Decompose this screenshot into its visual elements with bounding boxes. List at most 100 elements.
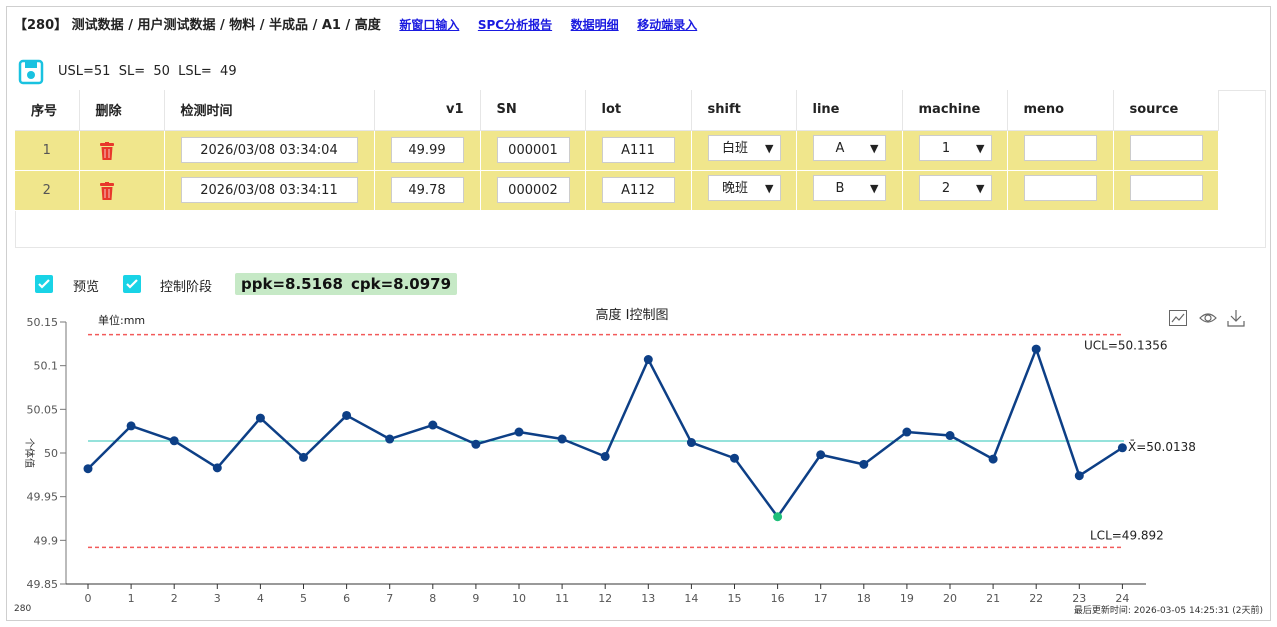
meno-input[interactable]: [1023, 175, 1097, 201]
check-icon: [126, 279, 138, 289]
source-cell: [1113, 170, 1219, 211]
shift-value: 白班: [721, 141, 748, 156]
meno-cell: [1007, 130, 1114, 171]
data-point: [816, 450, 826, 460]
machine-cell: 1 ▼: [902, 130, 1008, 171]
y-tick-label: 50.1: [34, 360, 59, 373]
x-tick-label: 15: [728, 592, 742, 605]
source-cell: [1113, 130, 1219, 171]
header-time: 检测时间: [164, 90, 375, 131]
source-input[interactable]: [1129, 135, 1203, 161]
x-tick-label: 12: [598, 592, 612, 605]
line-cell: B ▼: [796, 170, 903, 211]
cpk-badge: cpk=8.0979: [345, 273, 458, 295]
sn-input[interactable]: 000001: [496, 137, 570, 163]
table-header-row: 序号 删除 检测时间 v1 SN lot shift line machine …: [15, 90, 1219, 131]
data-point: [471, 439, 481, 449]
x-tick-label: 14: [684, 592, 698, 605]
data-point: [902, 427, 912, 437]
center-label: X̄=50.0138: [1128, 440, 1196, 454]
spc-report-link[interactable]: SPC分析报告: [477, 18, 553, 32]
x-tick-label: 24: [1115, 592, 1129, 605]
shift-cell: 晚班 ▼: [691, 170, 797, 211]
ucl-label: UCL=50.1356: [1084, 339, 1168, 353]
x-tick-label: 6: [343, 592, 350, 605]
y-tick-label: 49.9: [34, 534, 59, 547]
new-window-input-link[interactable]: 新窗口输入: [399, 18, 460, 32]
x-tick-label: 7: [386, 592, 393, 605]
shift-select[interactable]: 白班 ▼: [707, 135, 781, 161]
machine-select[interactable]: 1 ▼: [918, 135, 992, 161]
sn-input[interactable]: 000002: [496, 177, 570, 203]
line-chart-icon[interactable]: [1169, 310, 1187, 326]
lot-input[interactable]: A112: [601, 177, 675, 203]
header-meno: meno: [1007, 90, 1114, 131]
data-point: [342, 410, 352, 420]
row-index: 1: [15, 130, 80, 171]
check-icon: [38, 279, 50, 289]
data-point: [1117, 443, 1127, 453]
machine-select[interactable]: 2 ▼: [918, 175, 992, 201]
meno-cell: [1007, 170, 1114, 211]
x-tick-label: 18: [857, 592, 871, 605]
x-tick-label: 13: [641, 592, 655, 605]
chevron-down-icon: ▼: [765, 182, 774, 195]
header-lot: lot: [585, 90, 692, 131]
data-point: [212, 463, 222, 473]
preview-label: 预览: [73, 280, 100, 295]
data-point: [169, 436, 179, 446]
source-input[interactable]: [1129, 175, 1203, 201]
shift-value: 晚班: [721, 181, 748, 196]
delete-cell: [79, 170, 165, 211]
trash-icon[interactable]: [99, 182, 114, 200]
header-index: 序号: [15, 90, 80, 131]
header-source: source: [1113, 90, 1219, 131]
download-icon[interactable]: [1227, 310, 1245, 327]
v1-input[interactable]: 49.78: [390, 177, 464, 203]
line-value: B: [835, 181, 845, 196]
preview-checkbox[interactable]: [35, 275, 53, 293]
data-point: [945, 431, 955, 441]
x-tick-label: 0: [85, 592, 92, 605]
v1-cell: 49.99: [374, 130, 481, 171]
data-point: [1074, 471, 1084, 481]
time-input[interactable]: 2026/03/08 03:34:04: [180, 137, 358, 163]
eye-icon[interactable]: [1199, 313, 1217, 323]
time-input[interactable]: 2026/03/08 03:34:11: [180, 177, 358, 203]
save-icon[interactable]: [18, 59, 44, 85]
trash-icon[interactable]: [99, 142, 114, 160]
data-point: [1031, 344, 1041, 354]
sn-cell: 000002: [480, 170, 586, 211]
spec-limits: USL=51 SL= 50 LSL= 49: [58, 64, 237, 79]
v1-input[interactable]: 49.99: [390, 137, 464, 163]
x-tick-label: 23: [1072, 592, 1086, 605]
control-stage-checkbox[interactable]: [123, 275, 141, 293]
line-select[interactable]: B ▼: [812, 175, 886, 201]
line-select[interactable]: A ▼: [812, 135, 886, 161]
footer-id: 280: [14, 604, 32, 614]
data-detail-link[interactable]: 数据明细: [570, 18, 619, 32]
x-tick-label: 22: [1029, 592, 1043, 605]
shift-select[interactable]: 晚班 ▼: [707, 175, 781, 201]
lot-input[interactable]: A111: [601, 137, 675, 163]
mobile-entry-link[interactable]: 移动端录入: [637, 18, 698, 32]
data-point: [299, 452, 308, 462]
x-tick-label: 17: [814, 592, 828, 605]
x-tick-label: 5: [300, 592, 307, 605]
data-point: [988, 454, 998, 464]
header-v1: v1: [374, 90, 481, 131]
y-tick-label: 49.85: [27, 578, 59, 591]
x-tick-label: 8: [429, 592, 436, 605]
data-point: [557, 434, 567, 444]
y-tick-label: 49.95: [27, 491, 59, 504]
x-tick-label: 10: [512, 592, 526, 605]
data-table: 序号 删除 检测时间 v1 SN lot shift line machine …: [15, 90, 1219, 211]
v1-cell: 49.78: [374, 170, 481, 211]
meno-input[interactable]: [1023, 135, 1097, 161]
y-tick-label: 50.05: [27, 403, 59, 416]
y-tick-label: 50: [44, 447, 58, 460]
x-tick-label: 4: [257, 592, 264, 605]
data-point: [686, 438, 696, 448]
chevron-down-icon: ▼: [976, 182, 985, 195]
series-line: [87, 347, 1124, 519]
